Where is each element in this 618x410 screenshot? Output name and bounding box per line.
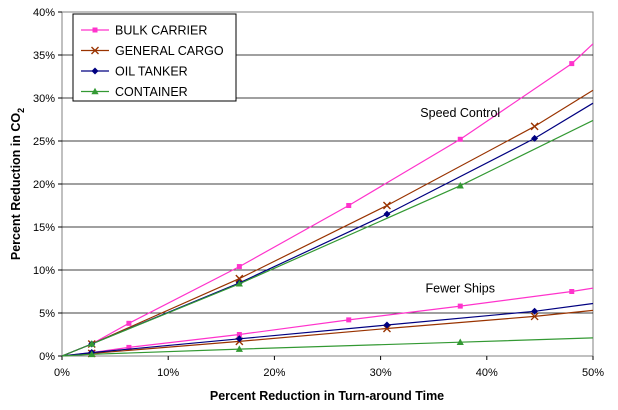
- data-point: [235, 274, 244, 283]
- annotations: Speed Control Fewer Ships: [420, 106, 500, 295]
- y-tick-label: 5%: [39, 308, 55, 320]
- data-point: [383, 321, 391, 329]
- legend: BULK CARRIER GENERAL CARGO OIL TANKER CONTA…: [72, 13, 237, 102]
- annotation-label: Fewer Ships: [426, 281, 495, 295]
- data-point: [235, 279, 243, 287]
- data-point: [531, 307, 539, 315]
- data-point: [569, 289, 575, 294]
- data-point: [383, 210, 391, 218]
- x-tick-label: 0%: [54, 367, 70, 379]
- legend-entry: BULK CARRIER: [81, 24, 207, 38]
- legend-marker: [91, 67, 99, 75]
- data-point: [382, 201, 391, 210]
- legend-entry: OIL TANKER: [81, 65, 188, 79]
- legend-marker: [92, 27, 98, 33]
- x-tick-label: 40%: [476, 367, 498, 379]
- legend-items: BULK CARRIER GENERAL CARGO OIL TANKER CONTA…: [81, 24, 224, 99]
- x-tick-label: 20%: [263, 367, 285, 379]
- legend-label: CONTAINER: [115, 85, 188, 99]
- data-point: [530, 312, 539, 321]
- data-point: [235, 335, 243, 343]
- y-axis-title: Percent Reduction in CO2: [9, 108, 26, 260]
- series-line: [61, 309, 594, 357]
- annotation-label: Speed Control: [420, 106, 500, 120]
- legend-entry: CONTAINER: [81, 85, 188, 99]
- y-tick-label: 15%: [33, 222, 55, 234]
- y-tick-label: 40%: [33, 7, 55, 19]
- data-point: [236, 264, 242, 270]
- data-point: [569, 61, 575, 67]
- legend-label: OIL TANKER: [115, 65, 188, 79]
- data-point: [456, 338, 464, 346]
- data-point: [530, 122, 539, 131]
- series-line: [61, 43, 594, 357]
- x-tick-label: 50%: [582, 367, 604, 379]
- x-tick-label: 10%: [157, 367, 179, 379]
- data-point: [236, 332, 242, 337]
- legend-box: [72, 13, 237, 102]
- data-point: [346, 317, 352, 323]
- legend-marker: [91, 46, 99, 55]
- series-layer: [61, 43, 594, 358]
- x-axis-title: Percent Reduction in Turn-around Time: [210, 389, 444, 403]
- data-point: [88, 350, 96, 358]
- y-axis-title-main: Percent Reduction in CO: [9, 113, 23, 261]
- data-point: [235, 345, 243, 352]
- y-tick-label: 0%: [39, 351, 55, 363]
- data-point: [346, 203, 352, 208]
- data-point: [531, 134, 539, 142]
- data-point: [88, 340, 96, 347]
- data-point: [457, 136, 463, 142]
- y-tick-label: 30%: [33, 93, 55, 105]
- legend-marker: [91, 87, 99, 95]
- series-container: [61, 119, 594, 358]
- data-point: [126, 320, 132, 326]
- data-point: [456, 181, 464, 189]
- y-tick-label: 20%: [33, 179, 55, 191]
- legend-entry: GENERAL CARGO: [81, 44, 224, 58]
- gridlines: [62, 54, 593, 314]
- data-point: [126, 344, 132, 350]
- y-tick-label: 35%: [33, 50, 55, 62]
- y-tick-label: 25%: [33, 136, 55, 148]
- x-axis-ticks: 0% 10% 20% 30% 40% 50%: [54, 356, 604, 379]
- y-tick-label: 10%: [33, 265, 55, 277]
- x-tick-label: 30%: [370, 367, 392, 379]
- series-line: [61, 302, 594, 357]
- data-point: [457, 303, 463, 309]
- y-axis-title-subscript: 2: [16, 108, 26, 113]
- legend-label: GENERAL CARGO: [115, 44, 224, 58]
- legend-label: BULK CARRIER: [115, 24, 207, 38]
- y-axis-ticks: 0% 5% 10% 15% 20% 25% 30% 35% 40%: [33, 7, 62, 363]
